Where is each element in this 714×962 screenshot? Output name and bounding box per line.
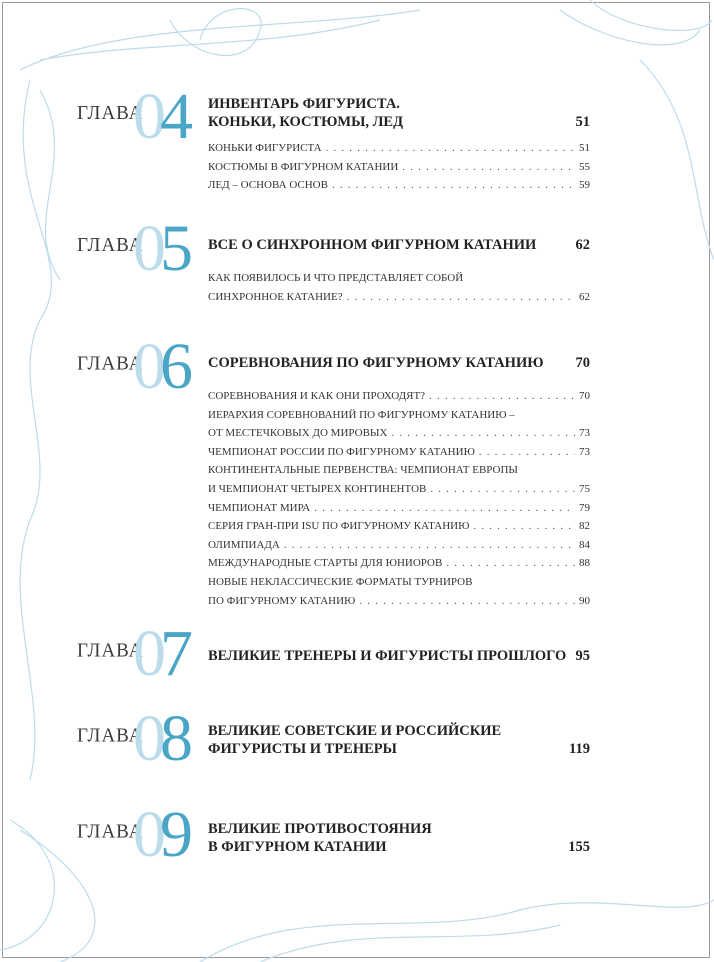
entry-page: 84	[579, 538, 590, 551]
entry-title: ОЛИМПИАДА	[208, 538, 280, 551]
dot-leader	[314, 499, 575, 518]
chapter-title-link[interactable]: ВЕЛИКИЕ ПРОТИВОСТОЯНИЯ В ФИГУРНОМ КАТАНИИ…	[208, 820, 590, 856]
toc-entry[interactable]: КОНЬКИ ФИГУРИСТА 51	[208, 139, 590, 158]
chapter-label: ГЛАВА	[77, 820, 144, 843]
chapter-title-line: КОНЬКИ, КОСТЮМЫ, ЛЕД	[208, 114, 404, 130]
entry-title: ИЕРАРХИЯ СОРЕВНОВАНИЙ ПО ФИГУРНОМУ КАТАН…	[208, 408, 515, 421]
toc-entry[interactable]: СОРЕВНОВАНИЯ И КАК ОНИ ПРОХОДЯТ? 70	[208, 387, 590, 406]
chapter-page: 70	[575, 355, 591, 371]
dot-leader	[347, 288, 575, 307]
entry-title: СЕРИЯ ГРАН-ПРИ ISU ПО ФИГУРНОМУ КАТАНИЮ	[208, 520, 470, 533]
entry-page: 73	[579, 445, 590, 458]
chapter-number: 05	[133, 212, 193, 285]
toc-entry[interactable]: КОНТИНЕНТАЛЬНЫЕ ПЕРВЕНСТВА: ЧЕМПИОНАТ ЕВ…	[208, 461, 590, 480]
entry-title: ЧЕМПИОНАТ РОССИИ ПО ФИГУРНОМУ КАТАНИЮ	[208, 445, 475, 458]
entry-title: НОВЫЕ НЕКЛАССИЧЕСКИЕ ФОРМАТЫ ТУРНИРОВ	[208, 575, 473, 588]
entry-title: КОНТИНЕНТАЛЬНЫЕ ПЕРВЕНСТВА: ЧЕМПИОНАТ ЕВ…	[208, 464, 519, 477]
chapter-title-line: ФИГУРИСТЫ И ТРЕНЕРЫ	[208, 741, 397, 757]
entry-page: 70	[579, 390, 590, 402]
entry-page: 73	[579, 427, 590, 440]
dot-leader	[332, 176, 575, 195]
chapter-title-line: ВЕЛИКИЕ ТРЕНЕРЫ И ФИГУРИСТЫ ПРОШЛОГО	[208, 648, 567, 664]
dot-leader	[284, 536, 575, 555]
toc-entry[interactable]: СИНХРОННОЕ КАТАНИЕ? 62	[208, 288, 590, 307]
chapter-number: 06	[133, 330, 193, 403]
chapter-number: 04	[133, 80, 193, 153]
chapter-title-line: ВЕЛИКИЕ ПРОТИВОСТОЯНИЯ	[208, 821, 432, 837]
chapter-label: ГЛАВА	[77, 724, 144, 747]
entry-page: 51	[579, 142, 590, 154]
entry-title: ПО ФИГУРНОМУ КАТАНИЮ	[208, 594, 356, 607]
dot-leader	[326, 139, 575, 158]
chapter-title-line: ВСЕ О СИНХРОННОМ ФИГУРНОМ КАТАНИИ	[208, 237, 537, 253]
dot-leader	[446, 554, 575, 573]
dot-leader	[430, 480, 575, 499]
entry-page: 55	[579, 160, 590, 173]
toc-entry[interactable]: ОТ МЕСТЕЧКОВЫХ ДО МИРОВЫХ 73	[208, 424, 590, 443]
entry-list: КОНЬКИ ФИГУРИСТА 51 КОСТЮМЫ В ФИГУРНОМ КАТ…	[208, 139, 590, 195]
toc-entry[interactable]: НОВЫЕ НЕКЛАССИЧЕСКИЕ ФОРМАТЫ ТУРНИРОВ	[208, 573, 590, 592]
chapter-number: 09	[133, 798, 193, 871]
chapter-title-line: В ФИГУРНОМ КАТАНИИ	[208, 839, 387, 855]
chapter-title-line: СОРЕВНОВАНИЯ ПО ФИГУРНОМУ КАТАНИЮ	[208, 355, 544, 371]
entry-title: СОРЕВНОВАНИЯ И КАК ОНИ ПРОХОДЯТ?	[208, 390, 426, 402]
dot-leader	[473, 517, 575, 536]
entry-list: КАК ПОЯВИЛОСЬ И ЧТО ПРЕДСТАВЛЯЕТ СОБОЙ СИ…	[208, 269, 590, 306]
chapter-title-link[interactable]: СОРЕВНОВАНИЯ ПО ФИГУРНОМУ КАТАНИЮ 70	[208, 354, 590, 372]
toc-entry[interactable]: ЛЕД – ОСНОВА ОСНОВ 59	[208, 176, 590, 195]
toc-entry[interactable]: ЧЕМПИОНАТ РОССИИ ПО ФИГУРНОМУ КАТАНИЮ 73	[208, 443, 590, 462]
chapter-title-line: ИНВЕНТАРЬ ФИГУРИСТА.	[208, 96, 400, 112]
dot-leader	[429, 387, 575, 406]
chapter-title-link[interactable]: ВЕЛИКИЕ СОВЕТСКИЕ И РОССИЙСКИЕ ФИГУРИСТЫ …	[208, 722, 590, 758]
chapter-page: 62	[575, 237, 591, 253]
entry-list: СОРЕВНОВАНИЯ И КАК ОНИ ПРОХОДЯТ? 70 ИЕРАРХ…	[208, 387, 590, 610]
entry-title: ЛЕД – ОСНОВА ОСНОВ	[208, 179, 328, 192]
dot-leader	[402, 158, 575, 177]
entry-title: ЧЕМПИОНАТ МИРА	[208, 501, 311, 514]
chapter-label: ГЛАВА	[77, 234, 144, 257]
chapter-title-line: ВЕЛИКИЕ СОВЕТСКИЕ И РОССИЙСКИЕ	[208, 723, 502, 739]
chapter-page: 119	[569, 741, 590, 757]
chapter-page: 51	[575, 114, 591, 130]
chapter-title-link[interactable]: ВСЕ О СИНХРОННОМ ФИГУРНОМ КАТАНИИ 62	[208, 236, 590, 254]
toc-entry[interactable]: МЕЖДУНАРОДНЫЕ СТАРТЫ ДЛЯ ЮНИОРОВ 88	[208, 554, 590, 573]
entry-title: МЕЖДУНАРОДНЫЕ СТАРТЫ ДЛЯ ЮНИОРОВ	[208, 557, 443, 570]
chapter-number: 07	[133, 617, 193, 690]
entry-title: КАК ПОЯВИЛОСЬ И ЧТО ПРЕДСТАВЛЯЕТ СОБОЙ	[208, 272, 464, 284]
toc-entry[interactable]: ЧЕМПИОНАТ МИРА 79	[208, 499, 590, 518]
toc-entry[interactable]: ОЛИМПИАДА 84	[208, 536, 590, 555]
entry-title: И ЧЕМПИОНАТ ЧЕТЫРЕХ КОНТИНЕНТОВ	[208, 482, 427, 495]
entry-page: 88	[579, 557, 590, 570]
toc-entry[interactable]: И ЧЕМПИОНАТ ЧЕТЫРЕХ КОНТИНЕНТОВ 75	[208, 480, 590, 499]
entry-title: СИНХРОННОЕ КАТАНИЕ?	[208, 290, 343, 303]
entry-page: 62	[579, 290, 590, 303]
toc-entry[interactable]: ИЕРАРХИЯ СОРЕВНОВАНИЙ ПО ФИГУРНОМУ КАТАН…	[208, 406, 590, 425]
entry-page: 59	[579, 179, 590, 192]
dot-leader	[479, 443, 575, 462]
chapter-page: 95	[575, 648, 591, 664]
toc-entry[interactable]: КАК ПОЯВИЛОСЬ И ЧТО ПРЕДСТАВЛЯЕТ СОБОЙ	[208, 269, 590, 288]
entry-page: 90	[579, 594, 590, 607]
entry-title: КОСТЮМЫ В ФИГУРНОМ КАТАНИИ	[208, 160, 399, 173]
toc-entry[interactable]: КОСТЮМЫ В ФИГУРНОМ КАТАНИИ 55	[208, 158, 590, 177]
toc-entry[interactable]: ПО ФИГУРНОМУ КАТАНИЮ 90	[208, 592, 590, 611]
dot-leader	[359, 592, 575, 611]
entry-title: ОТ МЕСТЕЧКОВЫХ ДО МИРОВЫХ	[208, 427, 388, 440]
chapter-number: 08	[133, 702, 193, 775]
toc-entry[interactable]: СЕРИЯ ГРАН-ПРИ ISU ПО ФИГУРНОМУ КАТАНИЮ 8…	[208, 517, 590, 536]
dot-leader	[391, 424, 575, 443]
chapter-label: ГЛАВА	[77, 352, 144, 375]
chapter-title-link[interactable]: ВЕЛИКИЕ ТРЕНЕРЫ И ФИГУРИСТЫ ПРОШЛОГО 95	[208, 647, 590, 665]
chapter-page: 155	[568, 839, 590, 855]
chapter-title-link[interactable]: ИНВЕНТАРЬ ФИГУРИСТА. КОНЬКИ, КОСТЮМЫ, ЛЕД…	[208, 95, 590, 131]
chapter-label: ГЛАВА	[77, 102, 144, 125]
entry-page: 79	[579, 501, 590, 514]
entry-page: 75	[579, 482, 590, 495]
entry-title: КОНЬКИ ФИГУРИСТА	[208, 142, 322, 154]
entry-page: 82	[579, 520, 590, 533]
chapter-label: ГЛАВА	[77, 639, 144, 662]
